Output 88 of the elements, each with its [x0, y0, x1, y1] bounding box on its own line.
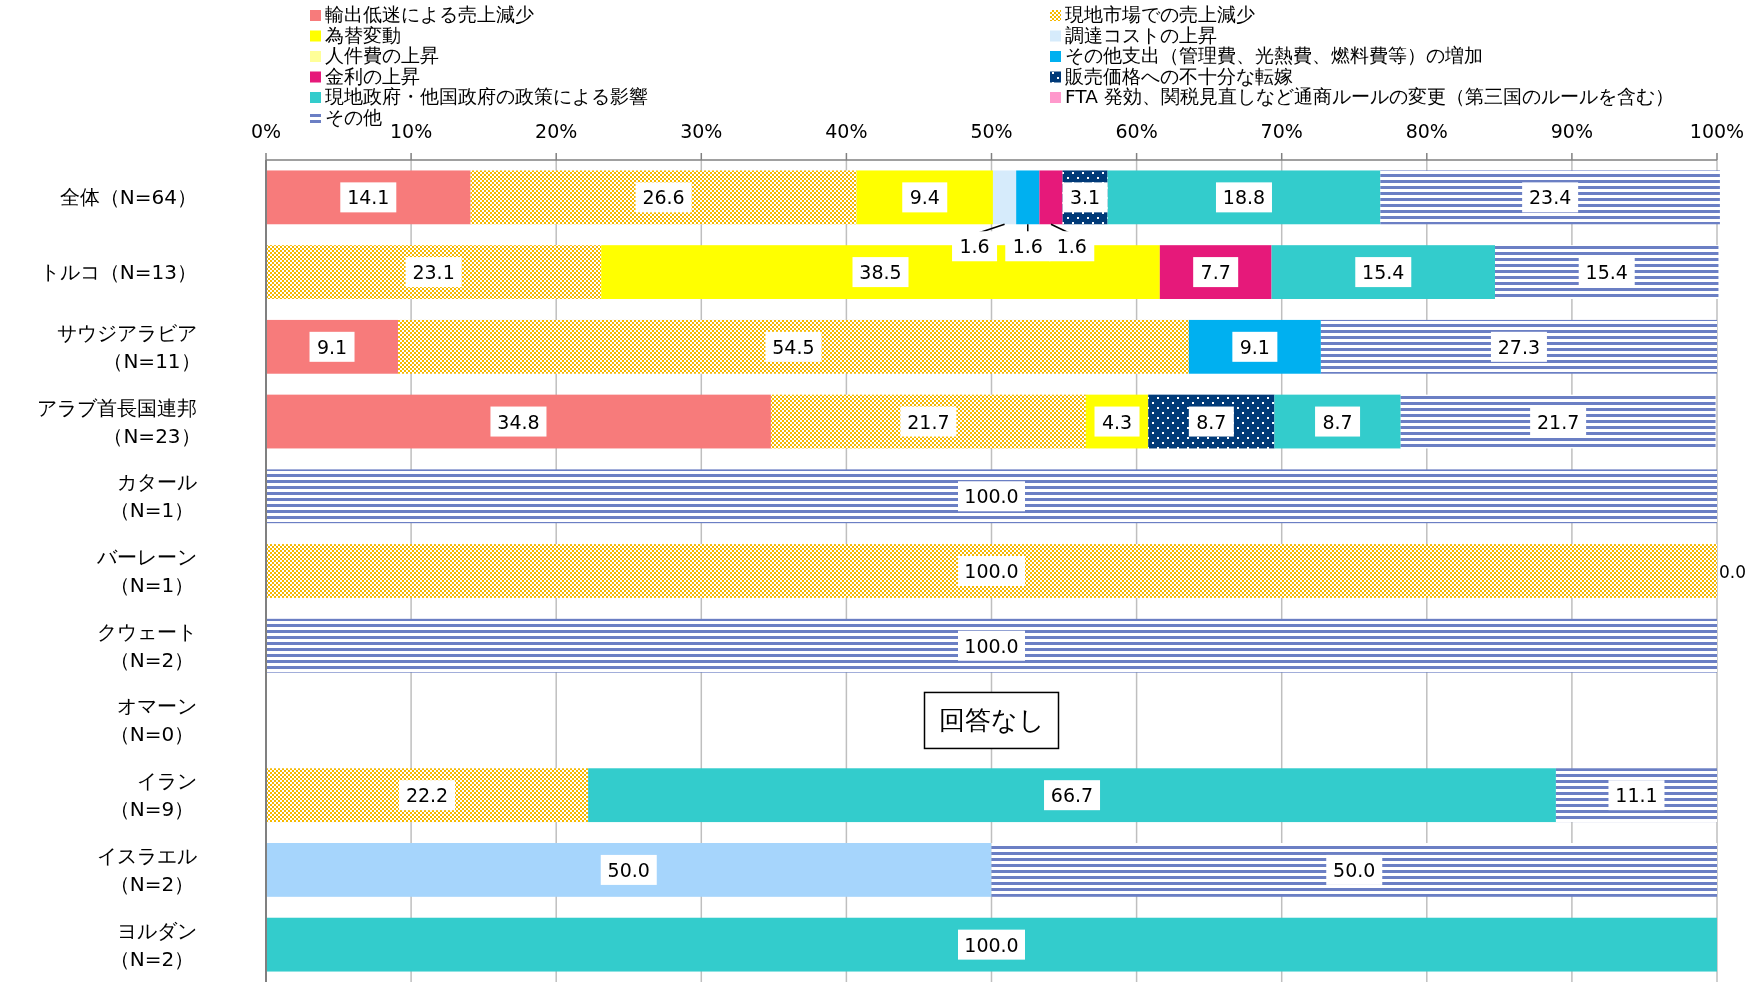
- y-tick-label: 全体（N=64）: [59, 185, 197, 210]
- y-tick-label: イラン（N=9）: [109, 769, 197, 822]
- data-label: 100.0: [964, 560, 1019, 582]
- data-label: 23.1: [412, 261, 455, 284]
- bar: [266, 469, 1717, 524]
- y-tick-label: アラブ首長国連邦（N=23）: [37, 395, 201, 448]
- x-tick-label: 10%: [389, 120, 433, 142]
- y-tick-label: バーレーン（N=1）: [96, 545, 197, 597]
- x-tick-label: 20%: [535, 120, 578, 142]
- bar: [266, 618, 1717, 673]
- legend-label: FTA 発効、関税見直しなど通商ルールの変更（第三国のルールを含む）: [1065, 86, 1674, 107]
- data-label: 1.6: [1012, 235, 1043, 258]
- legend-label: 現地政府・他国政府の政策による影響: [325, 86, 648, 107]
- data-label: 100.0: [964, 485, 1019, 508]
- bar: [1016, 170, 1040, 225]
- data-label: 50.0: [1333, 858, 1376, 881]
- bar: [1495, 245, 1719, 299]
- data-label: 9.1: [316, 335, 348, 358]
- data-label: 3.1: [1069, 186, 1101, 209]
- data-label: 100.0: [964, 634, 1019, 657]
- y-tick-label: オマーン（N=0）: [109, 694, 197, 747]
- data-label: 100.0: [964, 933, 1019, 956]
- y-tick-label: クウェート（N=2）: [97, 619, 197, 672]
- data-label: 9.1: [1239, 335, 1270, 358]
- bar: [1271, 245, 1495, 299]
- data-label: 8.7: [1322, 410, 1353, 433]
- bar: [398, 319, 1189, 374]
- data-label: 27.3: [1497, 335, 1541, 358]
- annotation: 回答なし: [938, 705, 1045, 736]
- legend-label: 金利の上昇: [325, 65, 420, 87]
- legend-label: その他支出（管理費、光熱費、燃料費等）の増加: [1065, 45, 1483, 66]
- legend-label: 為替変動: [325, 24, 401, 46]
- data-label: 9.4: [909, 186, 940, 209]
- legend-label: 販売価格への不十分な転嫁: [1065, 65, 1293, 87]
- bar: [266, 544, 1717, 598]
- data-label: 14.1: [347, 186, 390, 209]
- y-tick-label: サウジアラビア（N=11）: [57, 320, 201, 373]
- x-tick-label: 40%: [825, 120, 868, 142]
- bar: [992, 170, 1017, 225]
- data-label: 21.7: [907, 410, 950, 433]
- bar: [991, 843, 1717, 897]
- y-tick-label: カタール（N=1）: [109, 470, 197, 523]
- bar: [266, 768, 589, 823]
- x-tick-label: 30%: [680, 120, 723, 142]
- data-label: 23.4: [1528, 186, 1572, 209]
- bar: [1380, 170, 1720, 225]
- bar: [1320, 319, 1717, 374]
- y-tick-label: トルコ（N=13）: [39, 260, 197, 285]
- y-tick-label: イスラエル（N=2）: [97, 843, 197, 896]
- bar: [1400, 394, 1716, 449]
- x-tick-label: 50%: [970, 120, 1013, 142]
- legend-label: 人件費の上昇: [325, 45, 439, 66]
- data-label: 50.0: [607, 858, 650, 881]
- bar: [470, 170, 857, 225]
- y-tick-label: ヨルダン（N=2）: [109, 918, 197, 971]
- x-tick-label: 60%: [1115, 120, 1158, 142]
- data-label: 1.6: [959, 235, 990, 258]
- legend-label: 輸出低迷による売上減少: [325, 4, 534, 25]
- data-label: 4.3: [1101, 410, 1133, 433]
- data-label: 7.7: [1200, 261, 1231, 284]
- data-label: 22.2: [405, 784, 449, 807]
- legend-label: 現地市場での売上減少: [1065, 4, 1255, 25]
- bar: [770, 394, 1086, 449]
- data-label: 26.6: [642, 186, 685, 209]
- legend-label: 調達コストの上昇: [1065, 24, 1217, 46]
- data-label: 15.4: [1362, 261, 1405, 284]
- x-tick-label: 100%: [1689, 120, 1745, 142]
- data-label: 1.6: [1056, 235, 1087, 258]
- data-label: 54.5: [772, 335, 815, 358]
- data-label: 18.8: [1222, 186, 1266, 209]
- data-label: 34.8: [497, 410, 540, 433]
- bar: [266, 394, 771, 449]
- bar: [588, 768, 1556, 823]
- bar: [266, 843, 992, 897]
- data-label: 0.0: [1719, 562, 1747, 582]
- data-label: 21.7: [1536, 410, 1580, 433]
- legend-label: その他: [325, 106, 382, 128]
- data-label: 66.7: [1050, 784, 1094, 807]
- data-label: 38.5: [859, 261, 902, 284]
- bar: [266, 917, 1717, 972]
- x-tick-label: 0%: [250, 120, 282, 142]
- x-tick-label: 70%: [1260, 120, 1303, 142]
- data-label: 8.7: [1196, 410, 1227, 433]
- bar: [266, 245, 602, 299]
- data-label: 11.1: [1615, 784, 1658, 807]
- x-tick-label: 90%: [1550, 120, 1594, 142]
- x-tick-label: 80%: [1405, 120, 1448, 142]
- data-label: 15.4: [1585, 261, 1628, 284]
